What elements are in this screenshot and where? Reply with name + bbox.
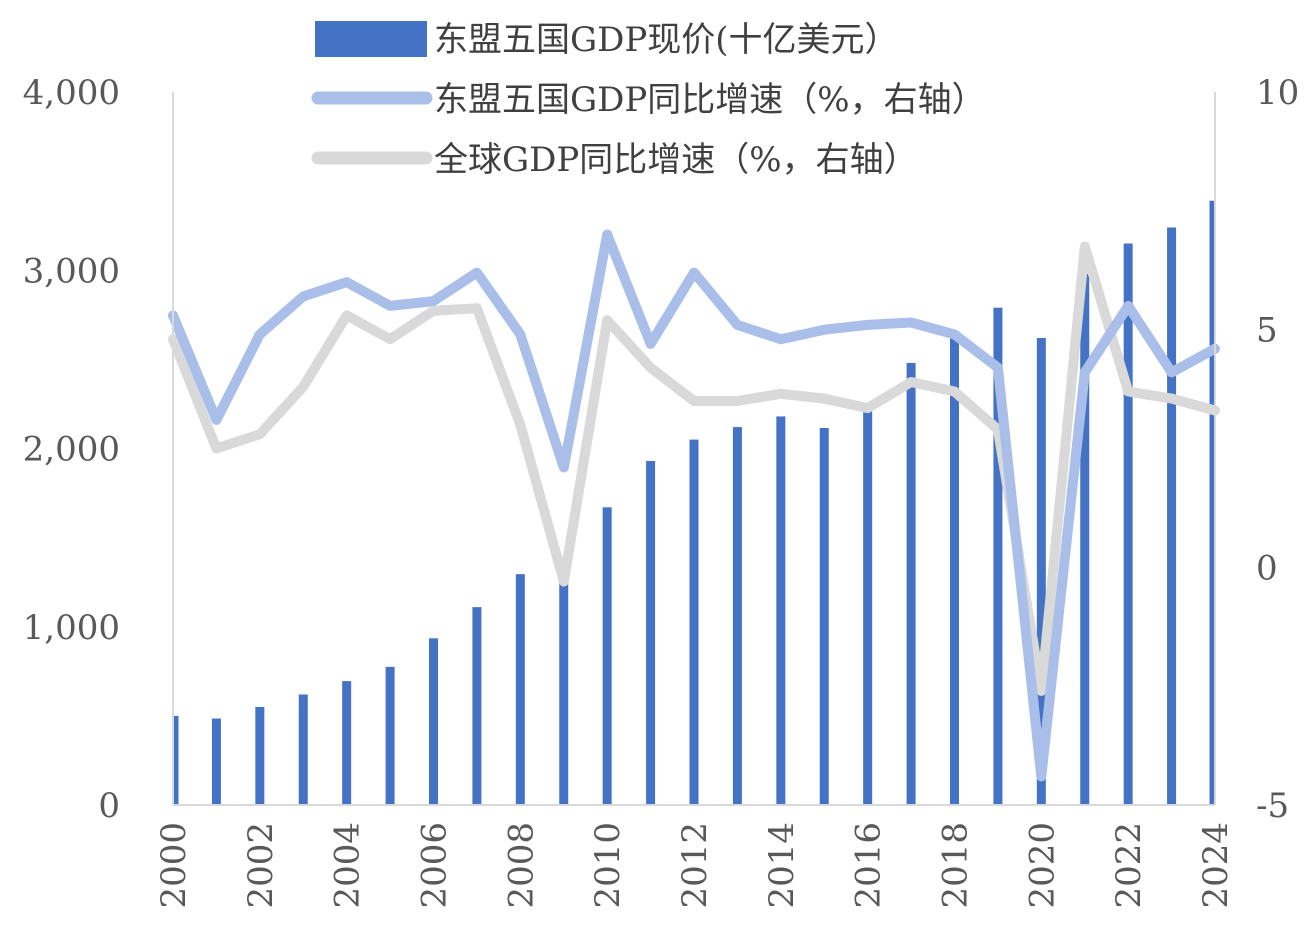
gdp-bar <box>1080 273 1090 805</box>
gdp-bar <box>429 638 438 805</box>
right-y-tick-label: -5 <box>1256 786 1289 826</box>
x-tick-label: 2018 <box>936 822 976 909</box>
gdp-bar <box>385 666 395 805</box>
x-tick-label: 2008 <box>501 822 541 909</box>
x-tick-label: 2014 <box>762 822 802 909</box>
left-y-tick-label: 3,000 <box>23 251 120 291</box>
gdp-bar <box>211 718 221 805</box>
x-axis-ticks: 2000 2002 2004 2006 2008 2010 2012 2014 2016 2018… <box>154 822 1236 909</box>
gdp-bar <box>1123 243 1133 805</box>
legend-label-bar: 东盟五国GDP现价(十亿美元） <box>434 20 899 60</box>
legend-swatch-bar <box>315 21 427 57</box>
left-y-tick-label: 4,000 <box>23 73 120 113</box>
x-tick-label: 2004 <box>328 822 368 909</box>
gdp-bar <box>1167 227 1177 806</box>
growth-lines <box>168 229 1220 782</box>
right-y-tick-label: 5 <box>1256 311 1278 351</box>
left-y-tick-label: 0 <box>98 786 120 826</box>
gdp-bar <box>906 362 916 805</box>
x-tick-label: 2002 <box>241 822 281 909</box>
axes <box>172 92 1216 806</box>
gdp-bar <box>173 715 179 805</box>
legend: 东盟五国GDP现价(十亿美元） 东盟五国GDP同比增速（%，右轴） 全球GDP同… <box>311 20 986 180</box>
x-tick-label: 2024 <box>1196 822 1236 909</box>
gdp-bar <box>472 607 482 805</box>
gdp-bar <box>776 416 786 805</box>
gdp-bar <box>689 439 699 805</box>
x-tick-label: 2012 <box>675 822 715 909</box>
x-tick-label: 2006 <box>415 822 455 909</box>
x-tick-label: 2022 <box>1109 822 1149 909</box>
x-tick-label: 2010 <box>588 822 628 909</box>
gdp-bars <box>173 200 1215 806</box>
left-y-axis-ticks: 0 1,000 2,000 3,000 4,000 <box>23 73 120 826</box>
left-y-tick-label: 1,000 <box>23 608 120 648</box>
right-y-tick-label: 0 <box>1256 548 1278 588</box>
gdp-bar <box>255 706 265 805</box>
global-growth-line <box>168 241 1220 696</box>
gdp-bar <box>819 428 829 805</box>
legend-label-asean-growth: 东盟五国GDP同比增速（%，右轴） <box>434 80 986 120</box>
x-tick-label: 2016 <box>849 822 889 909</box>
gdp-bar <box>602 507 612 805</box>
x-tick-label: 2020 <box>1022 822 1062 909</box>
gdp-bar <box>515 574 525 805</box>
gdp-bar <box>1036 337 1046 805</box>
gdp-bar <box>298 694 308 805</box>
gdp-bar <box>993 307 1003 805</box>
gdp-bar <box>342 681 352 805</box>
gdp-bar <box>732 427 742 805</box>
gdp-bar <box>950 332 959 805</box>
legend-label-global-growth: 全球GDP同比增速（%，右轴） <box>434 140 918 180</box>
gdp-bar <box>559 580 569 805</box>
asean-growth-line <box>168 229 1220 782</box>
gdp-bar <box>863 409 873 805</box>
left-y-tick-label: 2,000 <box>23 430 120 470</box>
right-y-tick-label: 10 <box>1256 73 1299 113</box>
gdp-bar <box>1209 200 1215 806</box>
gdp-bar <box>646 460 656 805</box>
right-y-axis-ticks: -5 0 5 10 <box>1256 73 1299 826</box>
x-tick-label: 2000 <box>154 822 194 909</box>
